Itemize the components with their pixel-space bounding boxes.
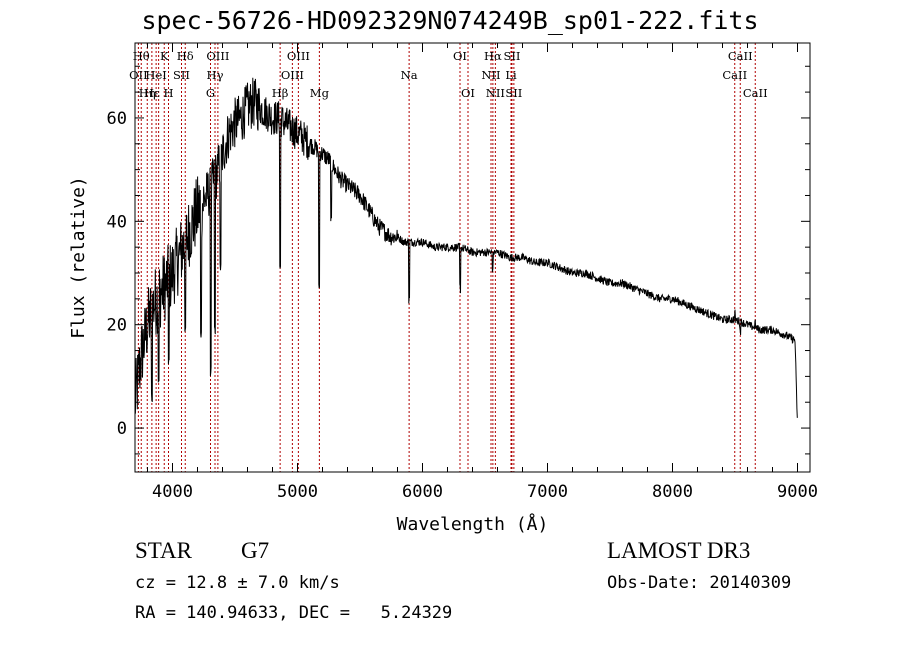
spectral-line-label: CaII bbox=[743, 86, 768, 100]
spectral-line-label: SII bbox=[505, 86, 522, 100]
redshift-readout: cz = 12.8 ± 7.0 km/s bbox=[135, 573, 340, 593]
spectral-line-label: NII bbox=[486, 86, 505, 100]
y-axis-label: Flux (relative) bbox=[68, 176, 89, 339]
spectral-line-label: NII bbox=[481, 68, 500, 82]
coordinates-readout: RA = 140.94633, DEC = 5.24329 bbox=[135, 603, 453, 623]
object-subclass: G7 bbox=[241, 538, 270, 563]
spectral-line-label: Hγ bbox=[207, 68, 224, 82]
y-tick-label: 40 bbox=[107, 212, 127, 232]
spectral-line-label: SII bbox=[504, 49, 521, 63]
spectral-line-label: Mg bbox=[310, 86, 330, 100]
spectral-line-label: Li bbox=[505, 68, 517, 82]
x-tick-label: 7000 bbox=[527, 482, 568, 502]
x-axis-label: Wavelength (Å) bbox=[397, 513, 549, 535]
spectral-line-label: HeI bbox=[145, 68, 166, 82]
spectral-line-label: OI bbox=[453, 49, 467, 63]
y-tick-label: 60 bbox=[107, 109, 127, 129]
spectral-line-label: OI bbox=[461, 86, 475, 100]
spectral-line-label: Hδ bbox=[177, 49, 194, 63]
spectral-line-label: H bbox=[163, 86, 173, 100]
x-tick-label: 4000 bbox=[152, 482, 193, 502]
spectral-line-label: G bbox=[206, 86, 215, 100]
spectral-line-label: SII bbox=[173, 68, 190, 82]
spectrum-series bbox=[134, 77, 798, 418]
y-tick-label: 20 bbox=[107, 316, 127, 336]
spectral-line-label: CaII bbox=[722, 68, 747, 82]
spectral-line-label: Hε bbox=[144, 86, 160, 100]
spectral-line-label: K bbox=[160, 49, 169, 63]
x-tick-label: 8000 bbox=[652, 482, 693, 502]
spectral-line-label: Hβ bbox=[272, 86, 289, 100]
spectral-line-label: OII bbox=[129, 68, 148, 82]
spectral-line-label: Hη bbox=[139, 86, 156, 100]
spectral-line-label: Hα bbox=[484, 49, 502, 63]
obs-date: Obs-Date: 20140309 bbox=[607, 573, 792, 593]
x-tick-label: 6000 bbox=[402, 482, 443, 502]
spectral-line-label: OIII bbox=[281, 68, 304, 82]
spectral-line-label: Hθ bbox=[133, 49, 150, 63]
x-tick-label: 9000 bbox=[777, 482, 818, 502]
x-tick-label: 5000 bbox=[277, 482, 318, 502]
spectral-line-label: CaII bbox=[728, 49, 753, 63]
spectral-line-label: OIII bbox=[287, 49, 310, 63]
chart-title: spec-56726-HD092329N074249B_sp01-222.fit… bbox=[141, 6, 759, 35]
spectral-line-label: Na bbox=[401, 68, 418, 82]
survey-name: LAMOST DR3 bbox=[607, 538, 751, 563]
y-tick-label: 0 bbox=[117, 419, 127, 439]
object-class: STAR bbox=[135, 538, 192, 563]
spectral-line-label: OIII bbox=[206, 49, 229, 63]
